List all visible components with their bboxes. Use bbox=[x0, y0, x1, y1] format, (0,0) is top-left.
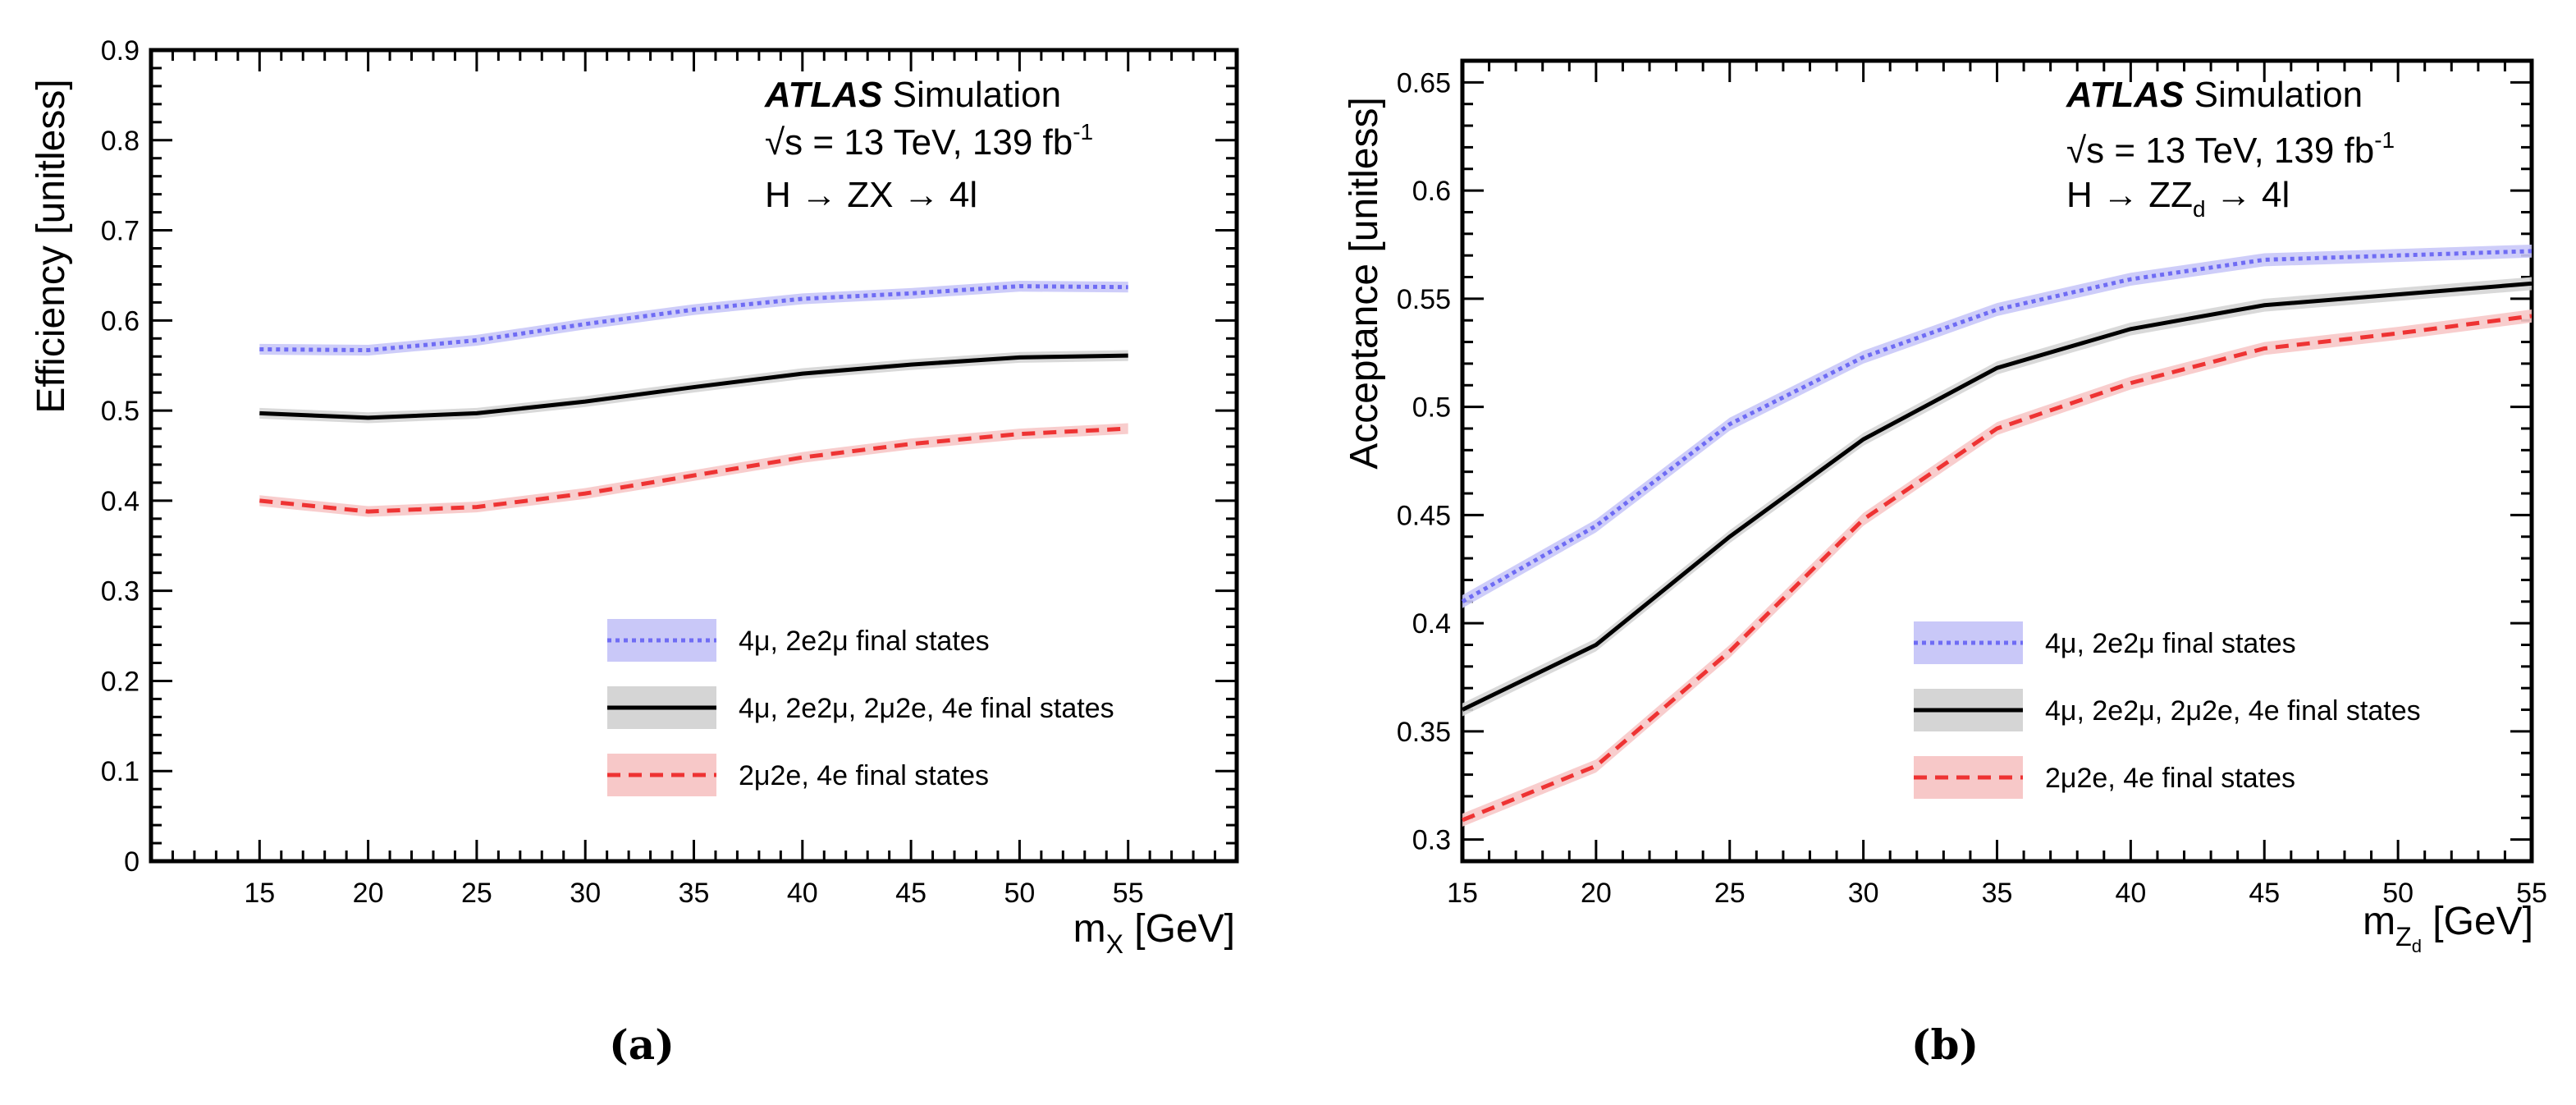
legend: 4μ, 2e2μ final states 4μ, 2e2μ, 2μ2e, 4e … bbox=[1914, 621, 2421, 799]
y-tick-label: 0.55 bbox=[1397, 284, 1451, 315]
y-tick-label: 0.5 bbox=[1412, 392, 1451, 424]
x-tick-label: 25 bbox=[461, 878, 492, 909]
y-tick-labels: 0.3 0.35 0.4 0.45 0.5 0.55 0.6 0.65 bbox=[1397, 67, 1451, 855]
y-tick-label: 0.3 bbox=[101, 576, 140, 608]
x-tick-label: 30 bbox=[570, 878, 601, 909]
uncertainty-bands bbox=[259, 281, 1128, 517]
legend-label: 2μ2e, 4e final states bbox=[2045, 763, 2295, 794]
x-tick-label: 15 bbox=[1447, 878, 1478, 909]
y-axis-title: Efficiency [unitless] bbox=[30, 79, 73, 413]
y-tick-label: 0.2 bbox=[101, 666, 140, 697]
y-tick-label: 0.1 bbox=[101, 756, 140, 787]
x-tick-label: 15 bbox=[244, 878, 275, 909]
y-tick-label: 0.5 bbox=[101, 396, 140, 427]
y-tick-label: 0.8 bbox=[101, 126, 140, 157]
legend-label: 4μ, 2e2μ, 2μ2e, 4e final states bbox=[739, 693, 1114, 724]
x-tick-label: 35 bbox=[679, 878, 710, 909]
y-tick-label: 0.9 bbox=[101, 35, 140, 66]
x-axis-title: mZd [GeV] bbox=[2363, 900, 2533, 956]
panel-b-acceptance-chart: 0.3 0.35 0.4 0.45 0.5 0.55 0.6 0.65 15 20 25 30 35 4… bbox=[1343, 58, 2547, 1069]
series-line bbox=[1462, 314, 2533, 823]
x-tick-labels: 15 20 25 30 35 40 45 50 55 bbox=[1447, 878, 2547, 909]
energy-lumi-label: √s = 13 TeV, 139 fb-1 bbox=[765, 119, 1093, 163]
y-tick-label: 0.65 bbox=[1397, 67, 1451, 99]
legend-label: 4μ, 2e2μ final states bbox=[739, 626, 990, 657]
tick-marks bbox=[1461, 59, 2533, 861]
atlas-annotation: ATLAS Simulation √s = 13 TeV, 139 fb-1 H… bbox=[2066, 75, 2395, 222]
svg-text:ATLAS Simulation: ATLAS Simulation bbox=[764, 75, 1061, 115]
series-band bbox=[1462, 277, 2532, 717]
uncertainty-bands bbox=[1462, 244, 2532, 827]
x-tick-label: 50 bbox=[1004, 878, 1035, 909]
x-tick-labels: 15 20 25 30 35 40 45 50 55 bbox=[244, 878, 1143, 909]
series-band bbox=[259, 281, 1128, 356]
x-tick-label: 35 bbox=[1982, 878, 2013, 909]
legend-label: 4μ, 2e2μ final states bbox=[2045, 628, 2296, 659]
y-tick-label: 0.7 bbox=[101, 216, 140, 247]
y-tick-label: 0.6 bbox=[1412, 176, 1451, 207]
series-band bbox=[259, 423, 1128, 517]
y-axis-title: Acceptance [unitless] bbox=[1343, 97, 1386, 470]
x-tick-label: 25 bbox=[1714, 878, 1746, 909]
y-tick-label: 0.6 bbox=[101, 305, 140, 337]
atlas-label: ATLAS bbox=[2066, 75, 2184, 115]
series-line bbox=[259, 284, 1128, 353]
x-axis-title: mX [GeV] bbox=[1073, 907, 1235, 959]
legend-label: 4μ, 2e2μ, 2μ2e, 4e final states bbox=[2045, 695, 2421, 727]
process-label: H → ZX → 4l bbox=[765, 175, 977, 215]
series-lines bbox=[1461, 249, 2533, 823]
series-lines bbox=[259, 284, 1128, 514]
x-tick-label: 45 bbox=[895, 878, 927, 909]
energy-lumi-label: √s = 13 TeV, 139 fb-1 bbox=[2066, 127, 2395, 171]
panel-label-a: (a) bbox=[609, 1020, 675, 1069]
simulation-label: Simulation bbox=[2184, 75, 2363, 115]
y-tick-label: 0.3 bbox=[1412, 825, 1451, 856]
y-tick-label: 0.35 bbox=[1397, 717, 1451, 748]
simulation-label: Simulation bbox=[882, 75, 1061, 115]
y-tick-label: 0.4 bbox=[1412, 608, 1451, 640]
x-tick-label: 20 bbox=[353, 878, 384, 909]
x-tick-label: 55 bbox=[1113, 878, 1144, 909]
series-line bbox=[1461, 281, 2533, 712]
series-line bbox=[259, 426, 1128, 514]
x-tick-label: 20 bbox=[1581, 878, 1612, 909]
svg-text:ATLAS Simulation: ATLAS Simulation bbox=[2066, 75, 2363, 115]
tick-marks bbox=[149, 48, 1238, 863]
legend-label: 2μ2e, 4e final states bbox=[739, 760, 989, 791]
y-tick-label: 0.45 bbox=[1397, 500, 1451, 531]
atlas-label: ATLAS bbox=[764, 75, 882, 115]
x-tick-label: 30 bbox=[1848, 878, 1879, 909]
series-band bbox=[1462, 309, 2532, 827]
plot-frame bbox=[149, 48, 1239, 864]
series-line bbox=[259, 353, 1128, 420]
x-tick-label: 40 bbox=[2115, 878, 2146, 909]
panel-label-b: (b) bbox=[1911, 1020, 1979, 1069]
legend: 4μ, 2e2μ final states 4μ, 2e2μ, 2μ2e, 4e … bbox=[607, 619, 1114, 796]
y-tick-label: 0 bbox=[124, 846, 140, 878]
x-tick-label: 50 bbox=[2382, 878, 2414, 909]
x-tick-label: 45 bbox=[2249, 878, 2280, 909]
panel-a-efficiency-chart: 0 0.1 0.2 0.3 0.4 0.5 0.6 0.7 0.8 0.9 15 20 25 30 35 4… bbox=[30, 35, 1239, 1069]
process-label: H → ZZd → 4l bbox=[2066, 175, 2290, 222]
y-tick-label: 0.4 bbox=[101, 486, 140, 517]
x-tick-label: 40 bbox=[787, 878, 818, 909]
y-tick-labels: 0 0.1 0.2 0.3 0.4 0.5 0.6 0.7 0.8 0.9 bbox=[101, 35, 140, 878]
x-tick-label: 55 bbox=[2516, 878, 2547, 909]
atlas-annotation: ATLAS Simulation √s = 13 TeV, 139 fb-1 H… bbox=[764, 75, 1093, 215]
